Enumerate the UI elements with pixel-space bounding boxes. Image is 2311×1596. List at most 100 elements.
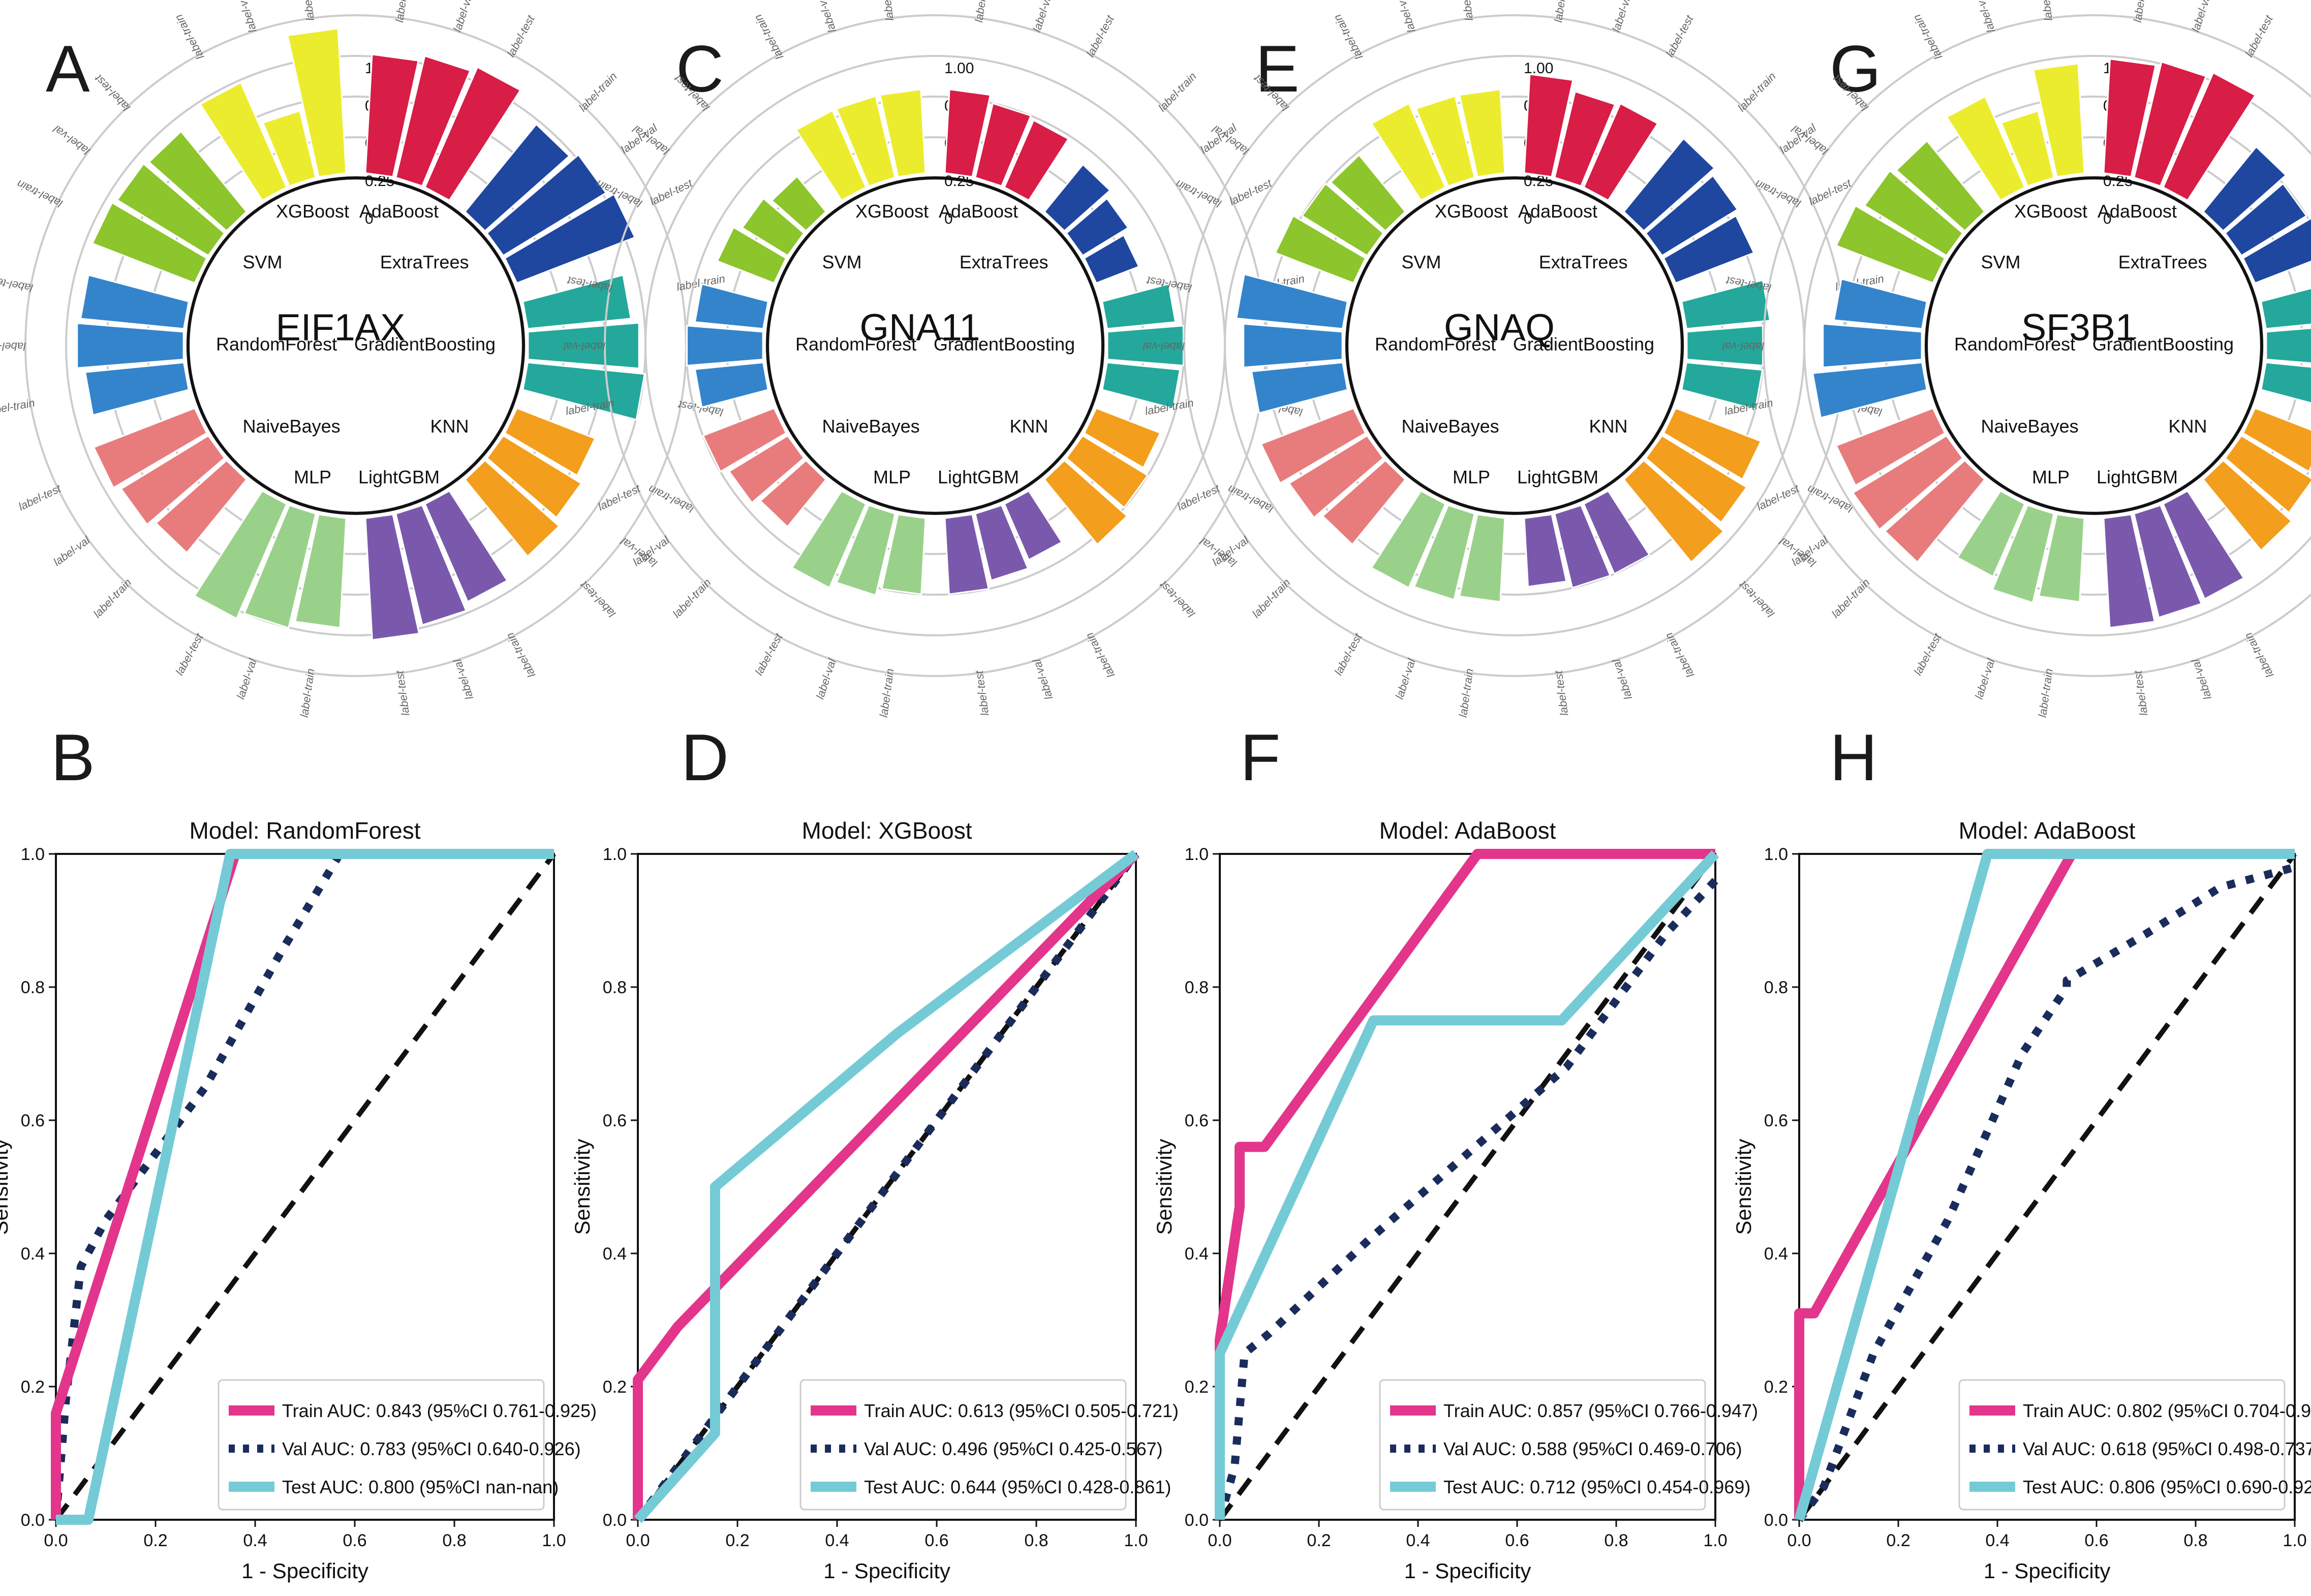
model-label-gradientboosting: GradientBoosting: [934, 334, 1075, 355]
roc-title: Model: RandomForest: [189, 817, 420, 844]
split-label-mlp-1: label-val: [814, 657, 839, 701]
split-label-xgboost-2: label-test: [2036, 0, 2055, 22]
bar-knn-label-test: [1043, 459, 1128, 546]
split-label-xgboost-0: label-train: [752, 12, 786, 62]
bar-knn-label-test: [1622, 459, 1725, 564]
polar-baseline-circle: [1345, 176, 1684, 515]
model-label-adaboost: AdaBoost: [359, 201, 439, 222]
gene-title: GNAQ: [1444, 306, 1555, 349]
model-label-extratrees: ExtraTrees: [1539, 252, 1628, 272]
split-label-lightgbm-1: label-val: [1030, 657, 1055, 701]
y-tick-label-5: 1.0: [1764, 845, 1788, 864]
split-label-randomforest-1: label-val: [0, 340, 26, 353]
y-tick-label-4: 0.8: [1764, 978, 1788, 997]
legend-label-test: Test AUC: 0.644 (95%CI 0.428-0.861): [864, 1477, 1171, 1497]
bar-extratrees-label-test: [1083, 234, 1140, 284]
bar-gradientboosting-label-train: [1680, 279, 1771, 330]
bar-knn-label-train: [1662, 407, 1762, 481]
roc-panel-b: B Model: RandomForest 0.00.0 0.2 0.2 0.4 0.4 0.…: [0, 720, 597, 1583]
bar-xgboost-label-train: [1370, 102, 1446, 202]
radial-tick-0: 0: [2103, 210, 2112, 227]
bar-lightgbm-label-train: [1003, 489, 1063, 561]
model-label-xgboost: XGBoost: [1435, 201, 1508, 222]
bar-randomforest-label-train: [1811, 361, 1928, 419]
x-axis-label: 1 - Specificity: [1984, 1559, 2111, 1583]
grid-ring-4: [1763, 14, 2311, 677]
polar-panel-g: G00.250.500.751.00label-trainlabel-valla…: [1722, 0, 2311, 718]
legend-box: [1958, 1379, 2286, 1511]
panel-letter-f: F: [1240, 720, 1280, 794]
x-tick-label-3: 0.6: [343, 1531, 366, 1550]
y-tick-label-2: 0.4: [21, 1244, 45, 1264]
y-tick-label-1: 0.2: [21, 1377, 45, 1397]
split-label-lightgbm-2: label-test: [393, 669, 412, 717]
split-label-mlp-0: label-train: [877, 668, 897, 718]
bar-naivebayes-label-test: [702, 407, 787, 473]
roc-curve-chance: [1217, 852, 1718, 1521]
legend-label-val: Val AUC: 0.588 (95%CI 0.469-0.706): [1443, 1438, 1742, 1459]
y-tick-label-5: 1.0: [1185, 845, 1209, 864]
split-label-xgboost-2: label-test: [877, 0, 896, 22]
y-tick-label-2: 0.4: [1764, 1244, 1788, 1264]
radial-tick-0: 0: [1524, 210, 1532, 227]
y-tick-label-0: 0.0: [603, 1511, 627, 1530]
bar-extratrees-label-test: [2242, 217, 2311, 284]
x-tick-label-2: 0.4: [243, 1531, 267, 1550]
x-tick-label-4: 0.8: [442, 1531, 466, 1550]
model-label-xgboost: XGBoost: [2014, 201, 2087, 222]
bar-extratrees-label-val: [1065, 197, 1129, 257]
model-label-svm: SVM: [1402, 252, 1441, 272]
bar-randomforest-label-test: [694, 283, 769, 330]
split-label-lightgbm-2: label-test: [2131, 669, 2150, 717]
split-label-svm-0: label-train: [15, 177, 65, 210]
bar-lightgbm-label-val: [395, 504, 468, 626]
x-axis-label: 1 - Specificity: [1404, 1559, 1531, 1583]
split-label-lightgbm-1: label-val: [1610, 657, 1635, 701]
roc-curve-val: [634, 851, 1139, 1522]
model-label-extratrees: ExtraTrees: [960, 252, 1049, 272]
roc-title: Model: AdaBoost: [1379, 817, 1556, 844]
legend-label-train: Train AUC: 0.843 (95%CI 0.761-0.925): [282, 1400, 597, 1421]
panel-letter-g: G: [1830, 32, 1881, 106]
panel-letter-d: D: [681, 720, 729, 794]
bar-gradientboosting-label-val: [527, 322, 640, 370]
bar-xgboost-label-val: [1414, 95, 1475, 187]
bar-lightgbm-label-train: [1583, 489, 1651, 575]
model-label-randomforest: RandomForest: [216, 334, 337, 355]
split-label-lightgbm-0: label-train: [1083, 630, 1118, 680]
bar-adaboost-label-train: [1523, 73, 1574, 178]
bar-lightgbm-label-test: [944, 513, 990, 595]
bar-extratrees-label-train: [1622, 137, 1716, 232]
y-tick-label-3: 0.6: [1185, 1111, 1209, 1130]
bar-gradientboosting-label-train: [2260, 287, 2311, 330]
model-label-randomforest: RandomForest: [1954, 334, 2075, 355]
bar-randomforest-label-train: [1250, 361, 1349, 414]
model-label-gradientboosting: GradientBoosting: [1513, 334, 1654, 355]
split-label-lightgbm-0: label-train: [1662, 630, 1697, 680]
bar-xgboost-label-val: [2000, 110, 2055, 187]
bar-extratrees-label-val: [2224, 182, 2308, 257]
split-label-xgboost-1: label-val: [234, 0, 259, 34]
roc-curve-val: [52, 850, 554, 1520]
bar-naivebayes-label-val: [1287, 435, 1384, 519]
polar-baseline-circle: [766, 176, 1104, 515]
model-label-mlp: MLP: [873, 467, 911, 487]
bar-svm-label-test: [771, 175, 827, 232]
legend-label-train: Train AUC: 0.802 (95%CI 0.704-0.900): [2023, 1400, 2311, 1421]
x-tick-label-0: 0.0: [1208, 1531, 1231, 1550]
split-label-adaboost-2: label-test: [1663, 13, 1696, 59]
roc-curve-train: [633, 850, 1140, 1520]
split-label-knn-2: label-test: [577, 578, 618, 620]
bar-xgboost-label-test: [1458, 88, 1506, 178]
bar-naivebayes-label-test: [1260, 407, 1367, 484]
y-tick-label-4: 0.8: [603, 978, 627, 997]
bar-mlp-label-val: [1991, 504, 2055, 604]
gene-title: SF3B1: [2021, 306, 2136, 349]
split-label-mlp-1: label-val: [234, 657, 259, 701]
bar-mlp-label-val: [1413, 504, 1475, 601]
split-label-adaboost-1: label-val: [1030, 0, 1055, 34]
model-label-naivebayes: NaiveBayes: [1981, 416, 2079, 437]
bar-mlp-label-train: [294, 513, 347, 629]
model-label-randomforest: RandomForest: [795, 334, 916, 355]
roc-panel-d: D Model: XGBoost 0.00.0 0.2 0.2 0.4 0.4 0.6 0.6 0…: [570, 720, 1179, 1583]
